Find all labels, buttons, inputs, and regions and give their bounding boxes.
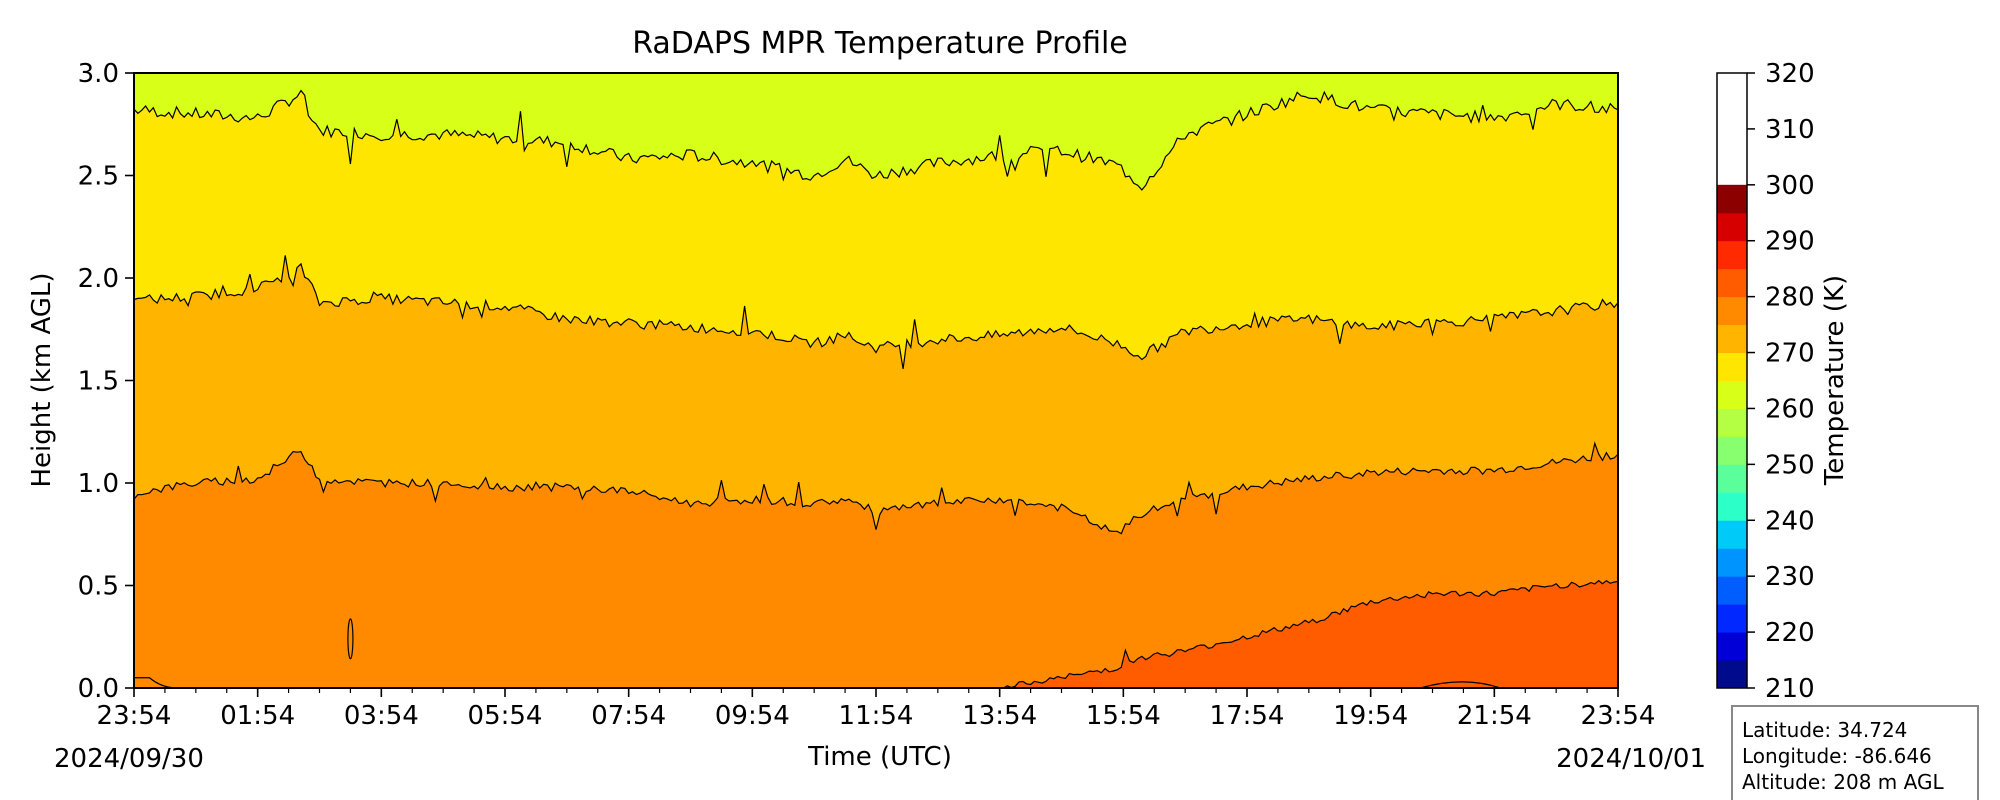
colorbar-tick-label: 320 [1765,59,1815,89]
colorbar-swatch-290-295K [1717,212,1747,242]
x-axis-label: Time (UTC) [807,742,952,772]
y-axis: 0.0 0.5 1.0 1.5 2.0 2.5 3.0 [78,59,134,704]
y-tick-label: 3.0 [78,59,119,89]
end-date-label: 2024/10/01 [1556,744,1706,774]
band-290-295K [134,443,1618,688]
y-tick-label: 2.5 [78,162,119,192]
contour-line-280K [133,255,1619,369]
altitude-text: Altitude: 208 m AGL [1742,770,1944,794]
x-tick-label: 11:54 [839,701,914,731]
x-tick-label: 17:54 [1210,701,1285,731]
x-tick-label: 03:54 [344,701,419,731]
longitude-text: Longitude: -86.646 [1742,744,1932,768]
y-tick-label: 2.0 [78,264,119,294]
y-tick-label: 0.0 [78,674,119,704]
colorbar-tick-label: 270 [1765,339,1815,369]
x-tick-label: 19:54 [1333,701,1408,731]
colorbar-frame [1716,72,1748,689]
contour-line-285K [133,441,1619,535]
x-tick-label: 23:54 [97,701,172,731]
band-295-300K [999,580,1618,688]
contour-line-275K [133,89,1619,191]
colorbar-tick-label: 290 [1765,227,1815,257]
colorbar-swatch-275-280K [1717,296,1747,326]
colorbar-swatch-250-255K [1717,436,1747,465]
colorbar-tick-label: 280 [1765,283,1815,313]
x-tick-label: 15:54 [1086,701,1161,731]
latitude-text: Latitude: 34.724 [1742,718,1907,742]
x-tick-label: 23:54 [1581,701,1656,731]
x-tick-label: 21:54 [1457,701,1532,731]
info-box-frame [1731,705,1979,800]
colorbar-swatch-230-235K [1717,548,1747,577]
colorbar-tick-label: 240 [1765,506,1815,536]
colorbar-swatch-260-265K [1717,380,1747,409]
colorbar-swatch-210-215K [1717,660,1747,689]
colorbar-swatch-270-275K [1717,324,1747,354]
colorbar-tick-label: 300 [1765,171,1815,201]
location-info-box: Latitude: 34.724 Longitude: -86.646 Alti… [1731,705,1979,800]
colorbar-tick-label: 250 [1765,450,1815,480]
colorbar-tick-label: 260 [1765,394,1815,424]
colorbar-tick-label: 210 [1765,674,1815,704]
colorbar: 210 220 230 240 250 260 270 280 290 300 310 320 [1716,59,1815,704]
x-tick-label: 01:54 [220,701,295,731]
y-tick-label: 1.5 [78,367,119,397]
plot-area [133,72,1619,689]
contour-island [347,618,354,660]
colorbar-label: Temperature (K) [1820,275,1850,486]
x-tick-label: 07:54 [591,701,666,731]
colorbar-swatch-215-220K [1717,632,1747,661]
start-date-label: 2024/09/30 [54,744,204,774]
y-axis-label: Height (km AGL) [27,272,57,487]
x-axis: 23:54 01:54 03:54 05:54 07:54 09:54 11:54 13:54… [97,688,1656,731]
x-tick-label: 13:54 [962,701,1037,731]
y-tick-label: 1.0 [78,469,119,499]
colorbar-swatch-235-240K [1717,520,1747,549]
colorbar-swatch-280-285K [1717,268,1747,298]
colorbar-swatch-265-270K [1717,352,1747,381]
colorbar-swatch-295-300K [1717,184,1747,214]
colorbar-swatch-220-225K [1717,604,1747,633]
x-tick-label: 05:54 [468,701,543,731]
colorbar-tick-label: 310 [1765,115,1815,145]
colorbar-swatch-245-250K [1717,464,1747,493]
colorbar-swatch-240-245K [1717,492,1747,521]
colorbar-swatch-225-230K [1717,576,1747,605]
contour-line-290K [999,579,1619,689]
y-tick-label: 0.5 [78,572,119,602]
colorbar-swatch-255-260K [1717,408,1747,437]
contour-surface-warm [1419,681,1501,689]
colorbar-tick-label: 230 [1765,562,1815,592]
colorbar-tick-label: 220 [1765,618,1815,648]
chart-title: RaDAPS MPR Temperature Profile [632,26,1128,61]
colorbar-swatch-285-290K [1717,240,1747,270]
x-tick-label: 09:54 [715,701,790,731]
